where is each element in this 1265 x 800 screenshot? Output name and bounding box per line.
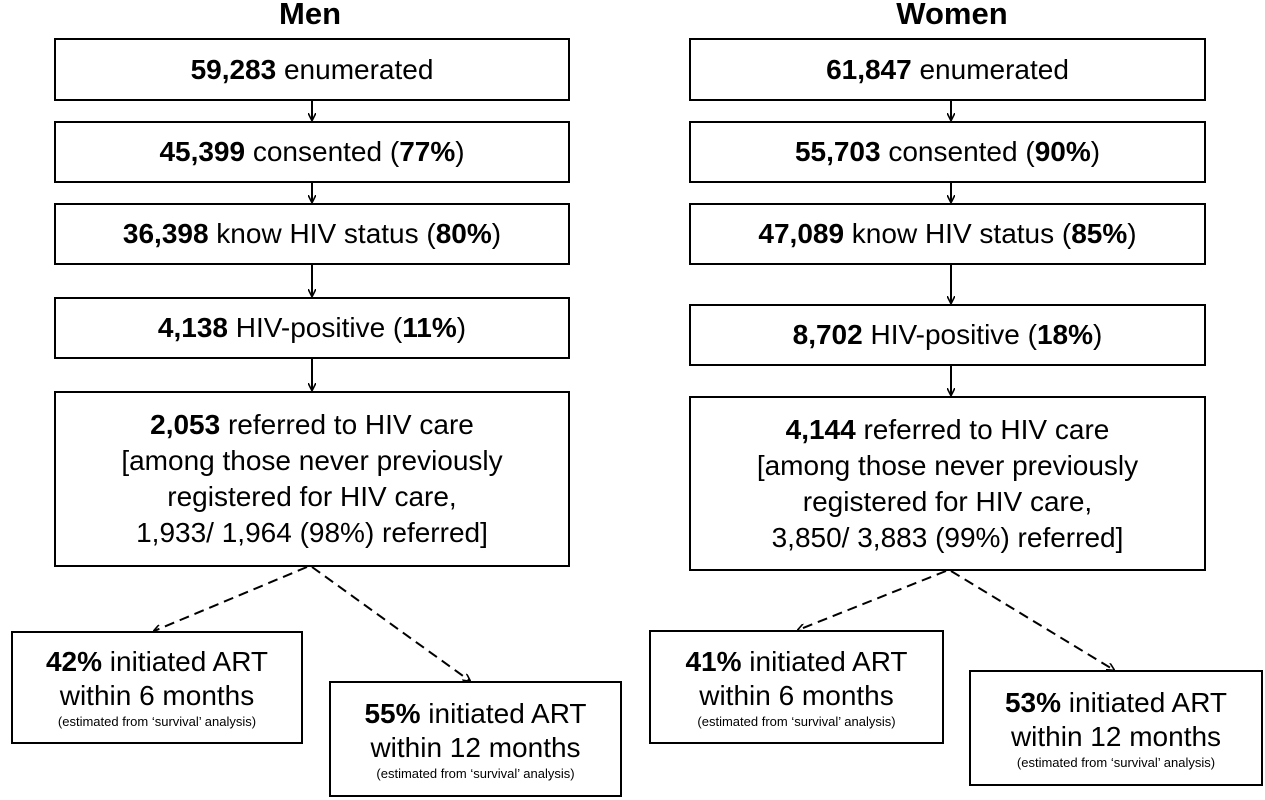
women-positive-box: 8,702 HIV-positive (18%) — [689, 304, 1206, 366]
women-know-status-box: 47,089 know HIV status (85%) — [689, 203, 1206, 265]
women-know-status-label: know HIV status ( — [844, 218, 1072, 249]
women-consented-count: 55,703 — [794, 136, 881, 167]
men-dashed-arrow-6m — [154, 566, 308, 631]
men-consented-pct: 77% — [399, 136, 456, 167]
men-positive-count: 4,138 — [157, 312, 228, 343]
men-consented-close: ) — [455, 136, 465, 167]
men-art6-note: (estimated from ‘survival’ analysis) — [57, 714, 257, 729]
men-know-status-pct: 80% — [435, 218, 492, 249]
men-positive-box: 4,138 HIV-positive (11%) — [54, 297, 570, 359]
men-know-status-close: ) — [491, 218, 502, 249]
women-enumerated-label: enumerated — [911, 53, 1069, 85]
men-referred-line3: registered for HIV care, — [167, 481, 457, 512]
men-enumerated-label: enumerated — [276, 53, 434, 85]
men-enumerated-count: 59,283 — [190, 53, 277, 85]
men-referred-box: 2,053 referred to HIV care [among those … — [54, 391, 570, 567]
women-referred-box: 4,144 referred to HIV care [among those … — [689, 396, 1206, 571]
women-consented-pct: 90% — [1034, 136, 1091, 167]
women-enumerated-count: 61,847 — [826, 53, 912, 85]
men-know-status-count: 36,398 — [122, 218, 209, 249]
women-positive-label: HIV-positive ( — [862, 319, 1037, 350]
men-positive-pct: 11% — [402, 312, 457, 343]
women-art6-pct: 41% — [685, 645, 742, 677]
women-art12-box: 53% initiated ART within 12 months (esti… — [969, 670, 1263, 786]
women-dashed-arrow-12m — [950, 570, 1114, 670]
men-title: Men — [279, 0, 341, 31]
men-enumerated-box: 59,283 enumerated — [54, 38, 570, 101]
men-art12-note: (estimated from ‘survival’ analysis) — [376, 765, 575, 781]
men-referred-label: referred to HIV care — [220, 409, 474, 440]
men-know-status-label: know HIV status ( — [208, 218, 436, 249]
women-consented-label: consented ( — [880, 136, 1035, 167]
women-art12-label: initiated ART — [1061, 686, 1228, 718]
women-art12-note: (estimated from ‘survival’ analysis) — [1016, 754, 1216, 770]
women-referred-line3: registered for HIV care, — [802, 485, 1093, 517]
women-art6-line2: within 6 months — [699, 679, 894, 711]
men-art12-line2: within 12 months — [370, 731, 581, 763]
men-consented-count: 45,399 — [159, 136, 246, 167]
women-consented-box: 55,703 consented (90%) — [689, 121, 1206, 183]
women-art6-label: initiated ART — [741, 645, 908, 677]
men-art12-pct: 55% — [364, 697, 421, 729]
men-art6-pct: 42% — [45, 646, 102, 677]
women-art12-pct: 53% — [1004, 686, 1061, 718]
women-consented-close: ) — [1090, 136, 1101, 167]
men-positive-label: HIV-positive ( — [227, 312, 403, 343]
women-know-status-count: 47,089 — [758, 218, 845, 249]
women-positive-close: ) — [1093, 319, 1103, 350]
women-enumerated-box: 61,847 enumerated — [689, 38, 1206, 101]
women-art6-note: (estimated from ‘survival’ analysis) — [697, 713, 896, 729]
men-art6-label: initiated ART — [102, 646, 269, 677]
men-referred-line4: 1,933/ 1,964 (98%) referred] — [136, 517, 488, 548]
women-referred-line4: 3,850/ 3,883 (99%) referred] — [771, 521, 1124, 553]
women-art6-box: 41% initiated ART within 6 months (estim… — [649, 630, 944, 744]
men-art12-box: 55% initiated ART within 12 months (esti… — [329, 681, 622, 797]
men-consented-label: consented ( — [245, 136, 400, 167]
women-art12-line2: within 12 months — [1010, 720, 1222, 752]
women-dashed-arrow-6m — [798, 570, 947, 630]
men-art6-line2: within 6 months — [59, 680, 255, 711]
women-title: Women — [896, 0, 1008, 31]
men-art12-label: initiated ART — [420, 697, 587, 729]
men-dashed-arrow-12m — [311, 566, 470, 681]
women-referred-line2: [among those never previously — [756, 449, 1139, 481]
men-referred-count: 2,053 — [150, 409, 221, 440]
women-know-status-close: ) — [1127, 218, 1137, 249]
men-positive-close: ) — [456, 312, 467, 343]
women-positive-count: 8,702 — [792, 319, 863, 350]
women-know-status-pct: 85% — [1071, 218, 1128, 249]
men-know-status-box: 36,398 know HIV status (80%) — [54, 203, 570, 265]
women-referred-count: 4,144 — [785, 413, 856, 445]
men-referred-line2: [among those never previously — [121, 445, 503, 476]
women-referred-label: referred to HIV care — [855, 413, 1110, 445]
men-consented-box: 45,399 consented (77%) — [54, 121, 570, 183]
women-positive-pct: 18% — [1036, 319, 1094, 350]
